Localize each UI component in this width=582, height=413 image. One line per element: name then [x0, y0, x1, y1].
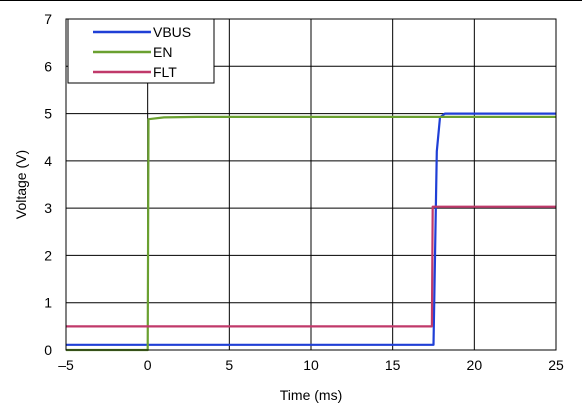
y-tick-label: 6: [44, 58, 52, 74]
x-tick-label: 25: [548, 357, 564, 373]
x-tick-label: –5: [58, 357, 74, 373]
x-tick-label: 5: [225, 357, 233, 373]
x-tick-label: 10: [303, 357, 319, 373]
y-tick-label: 0: [44, 342, 52, 358]
x-axis-label: Time (ms): [280, 387, 342, 403]
y-tick-label: 1: [44, 295, 52, 311]
y-axis-label: Voltage (V): [13, 150, 29, 219]
legend-label-en: EN: [153, 44, 172, 60]
x-tick-label: 20: [467, 357, 483, 373]
x-tick-label: 0: [144, 357, 152, 373]
x-tick-labels: –5 0 5 10 15 20 25: [58, 357, 564, 373]
y-tick-label: 2: [44, 247, 52, 263]
x-tick-label: 15: [385, 357, 401, 373]
y-tick-labels: 0 1 2 3 4 5 6 7: [44, 11, 52, 358]
y-tick-label: 3: [44, 200, 52, 216]
legend-label-flt: FLT: [153, 64, 177, 80]
legend-label-vbus: VBUS: [153, 24, 191, 40]
legend: VBUS EN FLT: [68, 19, 214, 83]
y-tick-label: 7: [44, 11, 52, 27]
y-tick-label: 4: [44, 153, 52, 169]
y-tick-label: 5: [44, 106, 52, 122]
